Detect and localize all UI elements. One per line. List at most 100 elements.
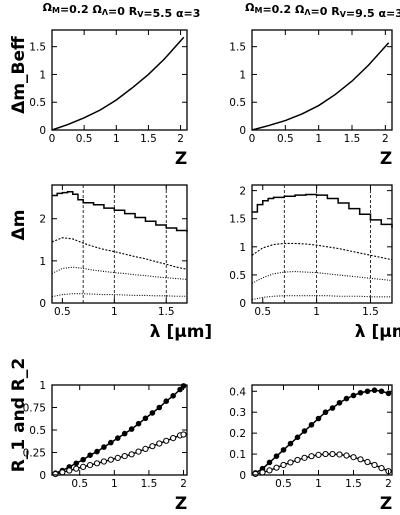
x-tick-label: 0.5 — [71, 478, 88, 490]
data-point — [142, 415, 149, 422]
x-tick-label: 0.5 — [275, 478, 292, 490]
data-point — [100, 458, 108, 465]
y-tick-label: 1 — [39, 256, 46, 268]
y-tick-label: 0 — [39, 298, 46, 310]
plot-frame — [51, 184, 188, 304]
x-tick-label: 1.5 — [362, 306, 379, 318]
data-point — [315, 415, 322, 422]
chart-top-right: ΩM=0.2 ΩΛ=0 RV=9.5 α=3 0 0.5 1 1.5 2 0 0.5 1 1.5 Z — [229, 1, 400, 169]
x-tick-label: 1 — [111, 478, 118, 490]
data-point — [378, 388, 385, 395]
series-line-2 — [51, 266, 188, 280]
x-tick-label: 1.5 — [141, 478, 158, 490]
data-point — [308, 421, 315, 428]
x-tick-label: 1 — [315, 133, 322, 145]
data-point — [101, 444, 107, 450]
data-point — [378, 464, 385, 472]
data-point — [108, 439, 114, 446]
data-point — [180, 431, 187, 438]
data-point — [163, 437, 170, 444]
data-point — [80, 456, 86, 463]
chart-bottom-left: 0.5 1 1.5 2 0 0.25 0.5 0.75 1 Z — [23, 380, 188, 514]
data-point — [287, 459, 294, 466]
data-point — [336, 399, 343, 406]
data-point — [149, 443, 156, 450]
x-tick-label: 0.5 — [76, 133, 93, 145]
y-tick-label: 1 — [239, 69, 246, 81]
x-tick-label: 2 — [382, 133, 389, 145]
plot-frame — [251, 384, 393, 476]
data-point — [149, 410, 156, 416]
x-tick-label: 1.5 — [344, 133, 361, 145]
data-point — [280, 447, 287, 453]
x-axis-title: λ [μm] — [355, 322, 400, 342]
data-point — [135, 448, 142, 455]
data-point — [322, 409, 329, 416]
data-point — [252, 470, 259, 478]
y-tick-label: 0 — [39, 470, 46, 482]
data-point — [371, 387, 378, 394]
row-ylabel-middle: Δm — [9, 210, 29, 241]
data-point — [94, 448, 100, 455]
data-point — [273, 453, 280, 459]
data-point — [93, 460, 101, 467]
series-line-0 — [251, 42, 390, 131]
data-point — [357, 389, 364, 396]
row-ylabel-bottom: R_1 and R_2 — [9, 358, 29, 472]
data-point — [121, 430, 128, 437]
data-point — [371, 461, 378, 469]
data-point — [170, 435, 177, 442]
data-point — [329, 450, 336, 458]
data-point — [128, 451, 135, 458]
plot-frame — [251, 29, 393, 131]
x-tick-label: 1 — [111, 306, 118, 318]
y-tick-label: 0 — [239, 470, 246, 482]
y-tick-label: 1.5 — [29, 42, 46, 54]
x-axis-title: λ [μm] — [150, 322, 212, 342]
data-point — [357, 456, 364, 463]
data-point — [128, 426, 135, 432]
x-axis-title: Z — [175, 149, 187, 169]
series-line-2 — [251, 270, 393, 284]
data-point — [73, 465, 80, 472]
x-tick-label: 0.5 — [277, 133, 294, 145]
y-tick-label: 0 — [239, 125, 246, 137]
data-point — [301, 428, 308, 434]
data-point — [364, 458, 371, 466]
chart-panels: ΩM=0.2 ΩΛ=0 RV=5.5 α=3 0 0.5 1 1.5 2 0 0.5 1 1.5 Z… — [23, 1, 400, 514]
data-point — [170, 393, 176, 399]
data-point — [73, 460, 80, 467]
x-tick-label: 2 — [177, 133, 184, 145]
y-tick-label: 0 — [239, 298, 246, 310]
data-point — [80, 463, 87, 470]
x-tick-label: 1 — [313, 306, 320, 318]
data-point — [294, 456, 301, 464]
data-point — [364, 388, 371, 395]
data-point — [135, 420, 142, 427]
x-tick-label: 1.5 — [140, 133, 157, 145]
y-tick-label: 0.4 — [229, 386, 246, 398]
y-tick-label: 1 — [239, 242, 246, 254]
data-point — [343, 452, 350, 459]
data-point — [142, 445, 149, 452]
y-tick-label: 0 — [39, 125, 46, 137]
x-tick-label: 2 — [180, 478, 187, 490]
y-tick-label: 1.5 — [229, 214, 246, 226]
data-point — [280, 461, 287, 469]
data-point — [329, 405, 336, 411]
plot-frame — [51, 29, 188, 131]
data-point — [156, 404, 163, 411]
x-axis-title: Z — [175, 494, 187, 514]
x-axis-title: Z — [380, 149, 392, 169]
data-point — [266, 467, 273, 474]
data-point — [66, 467, 73, 474]
y-tick-label: 1.5 — [229, 42, 246, 54]
data-point — [52, 471, 59, 478]
x-tick-label: 0.5 — [254, 306, 271, 318]
data-point — [301, 454, 308, 461]
y-tick-label: 0.5 — [29, 425, 46, 437]
y-tick-label: 0.1 — [229, 449, 246, 461]
y-tick-label: 0.5 — [29, 97, 46, 109]
